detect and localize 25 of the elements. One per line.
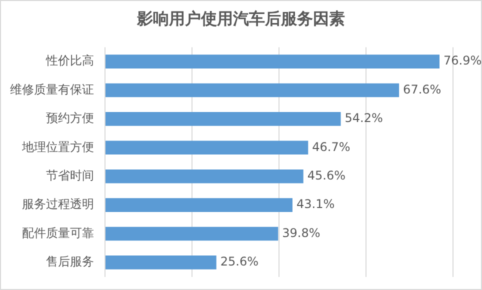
y-tick-label: 节省时间 [46, 168, 94, 182]
bar [106, 112, 341, 126]
data-label: 67.6% [403, 82, 442, 96]
data-label: 43.1% [296, 197, 335, 212]
y-tick-label: 维修质量有保证 [10, 82, 94, 96]
data-label: 25.6% [220, 254, 258, 269]
y-tick-label: 地理位置方便 [21, 140, 94, 154]
bar [106, 256, 216, 270]
bar [106, 169, 304, 184]
y-tick-label: 配件质量可靠 [22, 226, 94, 240]
bar [106, 54, 440, 68]
data-label: 54.2% [344, 111, 383, 126]
bar [106, 198, 292, 212]
y-tick-label: 售后服务 [46, 254, 94, 269]
y-tick-label: 性价比高 [45, 54, 94, 68]
bar [106, 140, 308, 155]
bar [106, 226, 278, 241]
data-label: 46.7% [312, 140, 350, 154]
bar [106, 83, 400, 98]
data-label: 45.6% [307, 168, 346, 182]
chart-title: 影响用户使用汽车后服务因素 [136, 9, 346, 30]
data-label: 39.8% [282, 226, 320, 240]
data-label: 76.9% [444, 54, 482, 68]
y-tick-label: 服务过程透明 [22, 197, 94, 212]
y-tick-label: 预约方便 [46, 111, 94, 126]
